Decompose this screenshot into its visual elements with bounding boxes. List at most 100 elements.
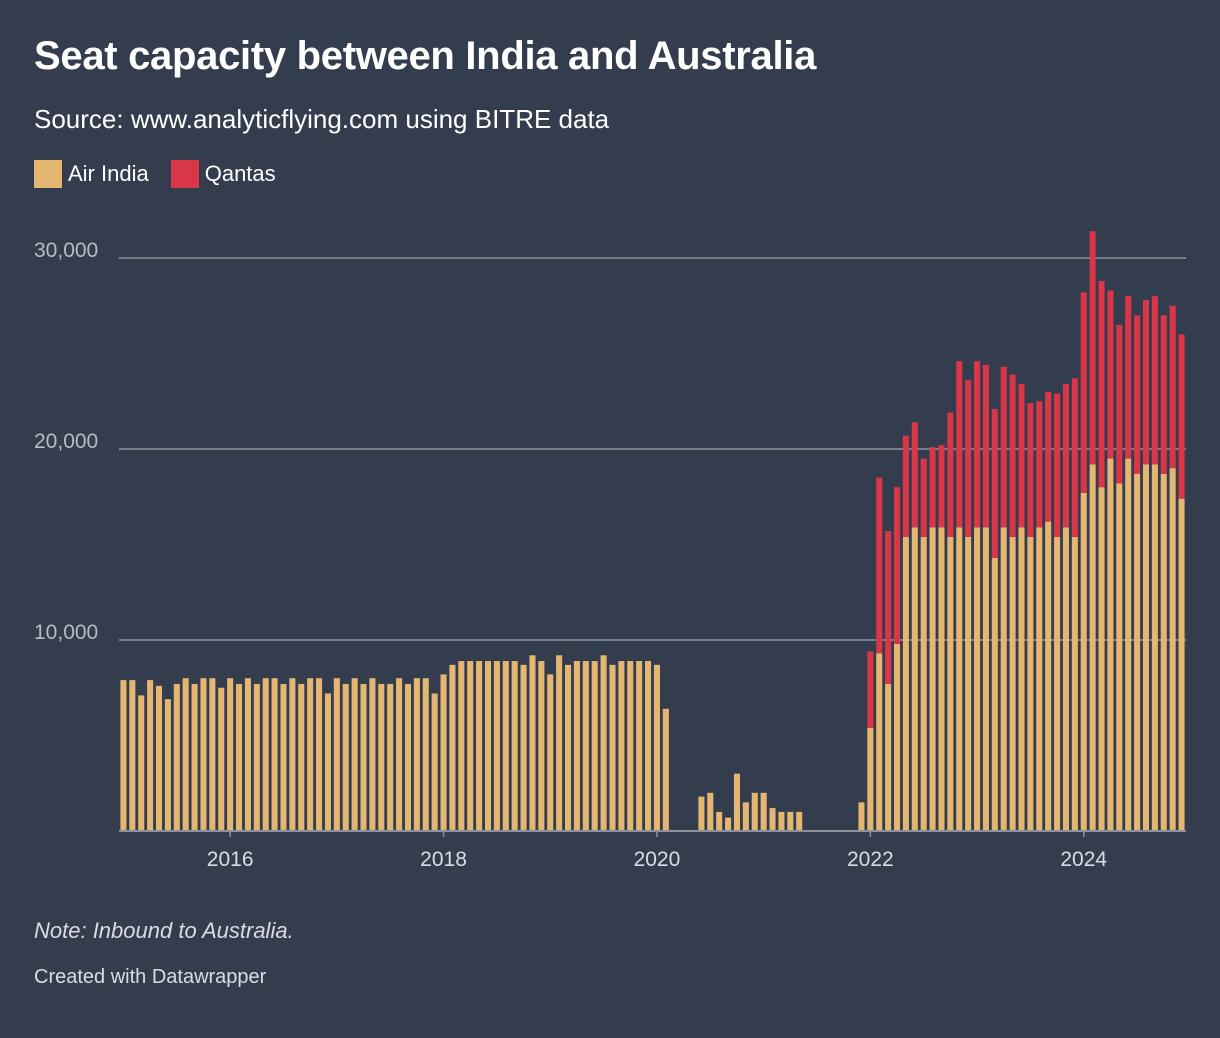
bar-air-india (342, 683, 349, 831)
bar-air-india (333, 678, 340, 831)
bar-air-india (316, 678, 323, 831)
bar-air-india (1178, 498, 1185, 831)
bar-air-india (484, 661, 492, 831)
bar-air-india (618, 661, 625, 831)
bar-air-india (289, 678, 296, 831)
bar-air-india (262, 678, 269, 831)
bar-air-india (1160, 473, 1167, 831)
bar-air-india (636, 661, 643, 831)
bar-air-india (369, 678, 376, 831)
bar-air-india (573, 661, 580, 831)
bar-qantas (1071, 378, 1078, 537)
legend-label-air-india: Air India (68, 161, 149, 186)
bar-air-india (769, 808, 776, 831)
bar-air-india (351, 678, 358, 831)
bar-air-india (244, 678, 251, 831)
bar-air-india (440, 674, 447, 831)
bar-air-india (538, 661, 545, 831)
bar-qantas (1000, 366, 1007, 528)
bar-air-india (778, 811, 785, 831)
bar-air-india (867, 727, 874, 831)
bar-air-india (565, 664, 572, 831)
bar-air-india (982, 527, 989, 831)
x-tick-label: 2016 (207, 848, 254, 871)
x-tick-label: 2018 (420, 848, 467, 871)
bar-qantas (974, 361, 981, 528)
bar-qantas (1151, 296, 1158, 465)
bar-air-india (520, 664, 527, 831)
bar-air-india (307, 678, 314, 831)
bar-air-india (1125, 458, 1132, 831)
bar-air-india (280, 683, 287, 831)
bar-air-india (707, 792, 714, 831)
bar-air-india (956, 527, 963, 831)
bar-air-india (1000, 527, 1007, 831)
x-tick-label: 2020 (634, 848, 681, 871)
chart-credit: Created with Datawrapper (34, 966, 267, 988)
bar-air-india (458, 661, 465, 831)
bar-air-india (760, 792, 767, 831)
bar-air-india (965, 536, 972, 831)
bar-air-india (858, 802, 865, 831)
bar-qantas (920, 458, 927, 537)
x-tick-label: 2024 (1060, 848, 1107, 871)
legend-swatch-air-india (34, 160, 62, 188)
bar-air-india (600, 655, 607, 831)
bar-qantas (965, 380, 972, 537)
bar-qantas (1169, 305, 1176, 469)
bar-air-india (796, 811, 803, 831)
bar-air-india (298, 683, 305, 831)
bar-air-india (431, 693, 438, 831)
bar-qantas (876, 477, 883, 654)
bar-air-india (911, 527, 918, 831)
bar-qantas (982, 364, 989, 528)
bar-air-india (422, 678, 429, 831)
chart-title: Seat capacity between India and Australi… (34, 34, 817, 78)
bar-air-india (1018, 527, 1025, 831)
bar-air-india (929, 527, 936, 831)
bar-air-india (885, 683, 892, 831)
bar-qantas (867, 651, 874, 728)
bar-air-india (1107, 458, 1114, 831)
bar-air-india (1045, 521, 1052, 831)
chart-note: Note: Inbound to Australia. (34, 918, 294, 943)
bar-qantas (1089, 231, 1096, 465)
bar-air-india (1009, 536, 1016, 831)
bar-air-india (582, 661, 589, 831)
bar-air-india (404, 683, 412, 831)
bar-air-india (155, 685, 163, 831)
bar-air-india (387, 683, 394, 831)
bar-air-india (253, 683, 260, 831)
bar-air-india (627, 661, 634, 831)
bar-air-india (200, 678, 207, 831)
bar-air-india (876, 653, 883, 831)
chart-subtitle: Source: www.analyticflying.com using BIT… (34, 104, 610, 134)
bar-air-india (449, 664, 456, 831)
bar-air-india (547, 674, 554, 831)
bar-air-india (716, 811, 723, 831)
bar-qantas (1054, 393, 1061, 537)
bar-air-india (653, 664, 660, 831)
bar-air-india (191, 683, 198, 831)
bar-air-india (938, 527, 945, 831)
bar-air-india (974, 527, 981, 831)
bar-air-india (1054, 536, 1061, 831)
bar-qantas (947, 412, 954, 537)
bar-air-india (493, 661, 500, 831)
bar-air-india (529, 655, 536, 831)
bar-air-india (227, 678, 234, 831)
bar-air-india (476, 661, 483, 831)
bar-air-india (1098, 487, 1105, 831)
bar-qantas (1027, 403, 1034, 537)
bar-air-india (733, 773, 740, 831)
bar-air-india (1062, 527, 1069, 831)
bar-air-india (1134, 473, 1141, 831)
bar-air-india (502, 661, 509, 831)
bar-qantas (1107, 290, 1114, 459)
bar-qantas (1116, 324, 1123, 484)
bar-qantas (1098, 280, 1105, 488)
bar-air-india (467, 661, 474, 831)
bar-qantas (938, 445, 945, 528)
